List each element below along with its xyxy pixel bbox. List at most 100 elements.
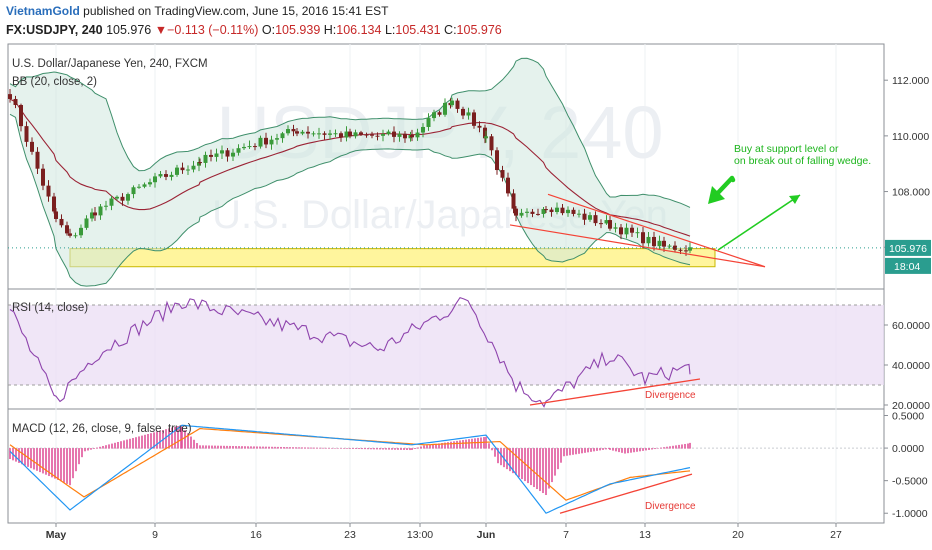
macd-hist-bar (411, 448, 413, 450)
macd-hist-bar (566, 448, 568, 456)
macd-hist-bar (414, 448, 416, 449)
macd-hist-bar (349, 448, 351, 449)
high-label: H: (323, 23, 337, 37)
support-zone-rect (69, 248, 716, 268)
macd-hist-bar (581, 448, 583, 454)
bb-label[interactable]: BB (20, close, 2) (12, 76, 98, 88)
macd-hist-bar (471, 438, 473, 449)
candle-body (410, 135, 414, 138)
macd-hist-bar (292, 447, 294, 449)
candle-body (175, 167, 179, 175)
macd-hist-bar (340, 448, 342, 449)
macd-hist-bar (500, 448, 502, 466)
candle-body (169, 174, 174, 177)
support-zone[interactable] (69, 248, 716, 268)
candle-body (544, 209, 548, 211)
candle-body (242, 146, 246, 149)
macd-hist-bar (229, 445, 231, 449)
macd-hist-bar (250, 446, 252, 449)
macd-hist-bar (391, 448, 393, 450)
author-link[interactable]: VietnamGold (6, 4, 80, 18)
macd-hist-bar (343, 448, 345, 449)
breakout-arrow-line (717, 194, 801, 251)
macd-hist-bar (283, 447, 285, 449)
macd-hist-bar (612, 448, 614, 451)
macd-hist-bar (618, 448, 620, 453)
symbol[interactable]: FX:USDJPY (6, 23, 75, 37)
macd-hist-bar (609, 448, 611, 450)
price-axes: 106.000108.000110.000112.00020.000040.00… (884, 75, 931, 520)
macd-axis-label: 0.5000 (892, 411, 924, 423)
macd-hist-bar (621, 448, 623, 453)
macd-hist-bar (159, 430, 161, 449)
candle-body (142, 184, 147, 187)
candle-body (333, 133, 338, 135)
macd-divergence-note: Divergence (645, 501, 696, 512)
candle-body (300, 131, 305, 134)
trend-lines[interactable] (509, 193, 766, 268)
macd-hist-bar (325, 447, 327, 449)
candle-body (186, 169, 190, 171)
candle-body (209, 154, 213, 157)
macd-hist-bar (81, 448, 83, 458)
candle-body (306, 131, 310, 134)
time-tick-label: 9 (152, 529, 158, 541)
macd-line (9, 424, 691, 514)
macd-hist-bar (102, 445, 104, 449)
macd-hist-bar (316, 447, 318, 449)
time-tick-label: May (46, 529, 67, 541)
macd-hist-bar (196, 443, 198, 449)
macd-hist-bar (30, 448, 32, 469)
macd-hist-bar (60, 448, 62, 482)
macd-hist-bar (572, 448, 574, 455)
macd-hist-bar (39, 448, 41, 473)
bollinger-bands (9, 57, 691, 287)
rsi-label[interactable]: RSI (14, close) (12, 302, 89, 314)
macd-hist-bar (268, 446, 270, 449)
macd-axis-label: -0.5000 (892, 476, 928, 488)
candle-body (322, 133, 327, 135)
macd-hist-bar (117, 441, 119, 449)
macd-hist-bar (409, 448, 411, 451)
symbol-line: FX:USDJPY, 240 105.976 ▼−0.113 (−0.11%) … (6, 23, 502, 37)
macd-hist-bar (465, 439, 467, 449)
candle-body (608, 220, 612, 229)
macd-pane (8, 424, 884, 514)
macd-hist-bar (509, 448, 511, 472)
macd-hist-bar (54, 448, 56, 479)
interval[interactable]: 240 (81, 23, 103, 37)
candle-body (477, 125, 482, 128)
candle-body (264, 137, 268, 145)
candle-body (577, 213, 581, 215)
close-label: C: (444, 23, 457, 37)
macd-hist-bar (75, 448, 77, 472)
macd-hist-bar (138, 436, 140, 449)
macd-hist-bar (624, 448, 626, 454)
time-tick-label: 13 (639, 529, 651, 541)
macd-hist-bar (96, 447, 98, 449)
macd-hist-bar (447, 442, 449, 449)
candle-body (311, 133, 316, 135)
macd-hist-bar (111, 443, 113, 449)
macd-hist-bar (187, 433, 189, 449)
macd-hist-bar (608, 448, 610, 449)
candle-body (98, 206, 103, 216)
macd-hist-bar (235, 446, 237, 449)
macd-hist-bar (639, 448, 641, 452)
candle-body (73, 235, 78, 237)
macd-hist-bar (642, 448, 644, 451)
macd-hist-bar (675, 445, 677, 449)
macd-hist-bar (147, 434, 149, 449)
candle-body (667, 245, 672, 247)
macd-hist-bar (180, 425, 182, 449)
macd-hist-bar (262, 446, 264, 449)
candle-body (593, 215, 598, 224)
macd-hist-bar (69, 448, 71, 486)
macd-label[interactable]: MACD (12, 26, close, 9, false, true) (12, 423, 192, 435)
macd-hist-bar (388, 448, 390, 450)
macd-hist-bar (426, 445, 428, 449)
rsi-divergence-line (529, 378, 701, 406)
macd-hist-bar (177, 426, 179, 449)
candle-body (443, 102, 447, 115)
